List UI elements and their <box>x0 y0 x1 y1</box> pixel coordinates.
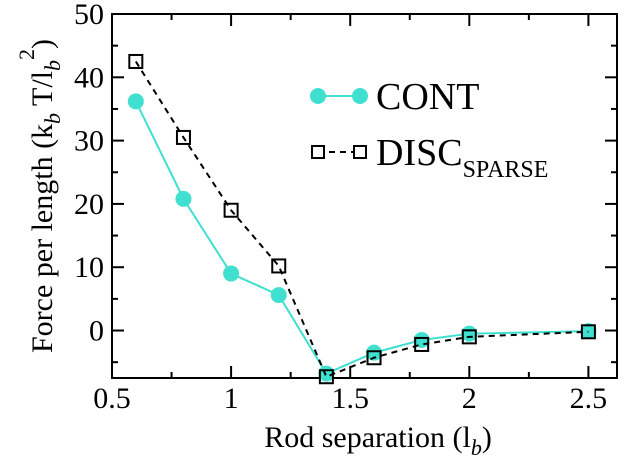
x-tick-label-0: 0.5 <box>93 382 131 415</box>
series-1-point-2 <box>223 202 239 218</box>
y-tick-label-5: 50 <box>74 0 104 31</box>
series-0-point-2 <box>223 265 240 282</box>
plot-frame <box>111 13 618 379</box>
x-tick-label-4: 2.5 <box>570 382 608 415</box>
y-tick-label-0: 0 <box>89 315 104 348</box>
legend-entry-cont: CONT <box>310 76 479 118</box>
x-tick-label-2: 1.5 <box>331 382 369 415</box>
series-line-0 <box>134 100 589 375</box>
legend-marker-disc <box>311 145 325 159</box>
y-tick-label-3: 30 <box>74 125 104 158</box>
series-1-point-5 <box>366 350 382 366</box>
legend-marker-disc-2 <box>353 145 367 159</box>
series-layer <box>127 53 597 385</box>
axes-layer: 0.5 1 1.5 2 2.5 0 10 20 30 40 50 <box>74 0 617 415</box>
series-1-point-8 <box>580 324 596 340</box>
y-tick-label-4: 40 <box>74 61 104 94</box>
series-1-point-4 <box>318 369 334 385</box>
legend: CONT DISCSPARSE <box>310 76 548 183</box>
series-1-point-0 <box>128 53 144 69</box>
x-tick-label-1: 1 <box>224 382 239 415</box>
series-1-point-6 <box>414 336 430 352</box>
series-1-point-3 <box>271 258 287 274</box>
legend-label-disc: DISCSPARSE <box>376 132 548 183</box>
series-0-point-5 <box>366 344 383 361</box>
legend-entry-disc: DISCSPARSE <box>311 132 548 183</box>
series-0-point-0 <box>127 93 144 110</box>
legend-marker-cont <box>310 88 326 104</box>
y-tick-label-1: 10 <box>74 251 104 284</box>
series-0-point-1 <box>175 190 192 207</box>
y-tick-label-2: 20 <box>74 188 104 221</box>
series-line-1 <box>134 60 589 379</box>
series-1-point-7 <box>461 329 477 345</box>
series-0-point-3 <box>270 287 287 304</box>
x-axis-title: Rod separation (lb) <box>264 421 492 458</box>
legend-label-cont: CONT <box>376 76 479 118</box>
y-axis-title: Force per length (kb T/lb2) <box>14 39 65 353</box>
x-tick-label-3: 2 <box>462 382 477 415</box>
series-1-point-1 <box>175 129 191 145</box>
series-0-point-8 <box>580 323 597 340</box>
legend-marker-cont-2 <box>352 88 368 104</box>
